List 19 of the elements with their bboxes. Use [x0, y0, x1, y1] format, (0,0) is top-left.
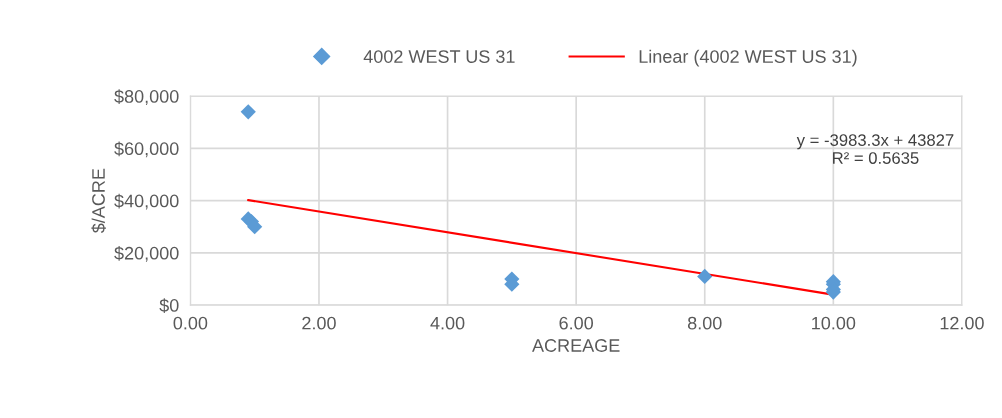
x-tick-label: 10.00: [812, 316, 856, 330]
x-tick-label: 2.00: [302, 316, 336, 330]
y-tick-label: $20,000: [114, 246, 179, 262]
x-tick-label: 0.00: [173, 316, 208, 330]
x-tick-label: 6.00: [559, 316, 594, 330]
x-tick-label: 12.00: [940, 316, 984, 330]
point: [697, 268, 713, 285]
y-axis-title: $/ACRE: [91, 168, 106, 234]
x-axis-title: ACREAGE: [532, 339, 620, 352]
y-tick-label: $40,000: [114, 193, 179, 210]
y-tick-label: $60,000: [114, 141, 179, 158]
legend-label: Linear (4002 WEST US 31): [639, 49, 857, 67]
annotation: y = -3983.3x + 43827 R² = 0.5635: [796, 134, 954, 164]
x-tick-label: 4.00: [430, 316, 465, 330]
legend-label: 4002 WEST US 31: [363, 50, 515, 63]
point: [240, 104, 256, 120]
x-tick-label: 8.00: [687, 316, 722, 330]
y-tick-label: $80,000: [114, 89, 179, 105]
y-tick-label: $0: [159, 298, 179, 313]
